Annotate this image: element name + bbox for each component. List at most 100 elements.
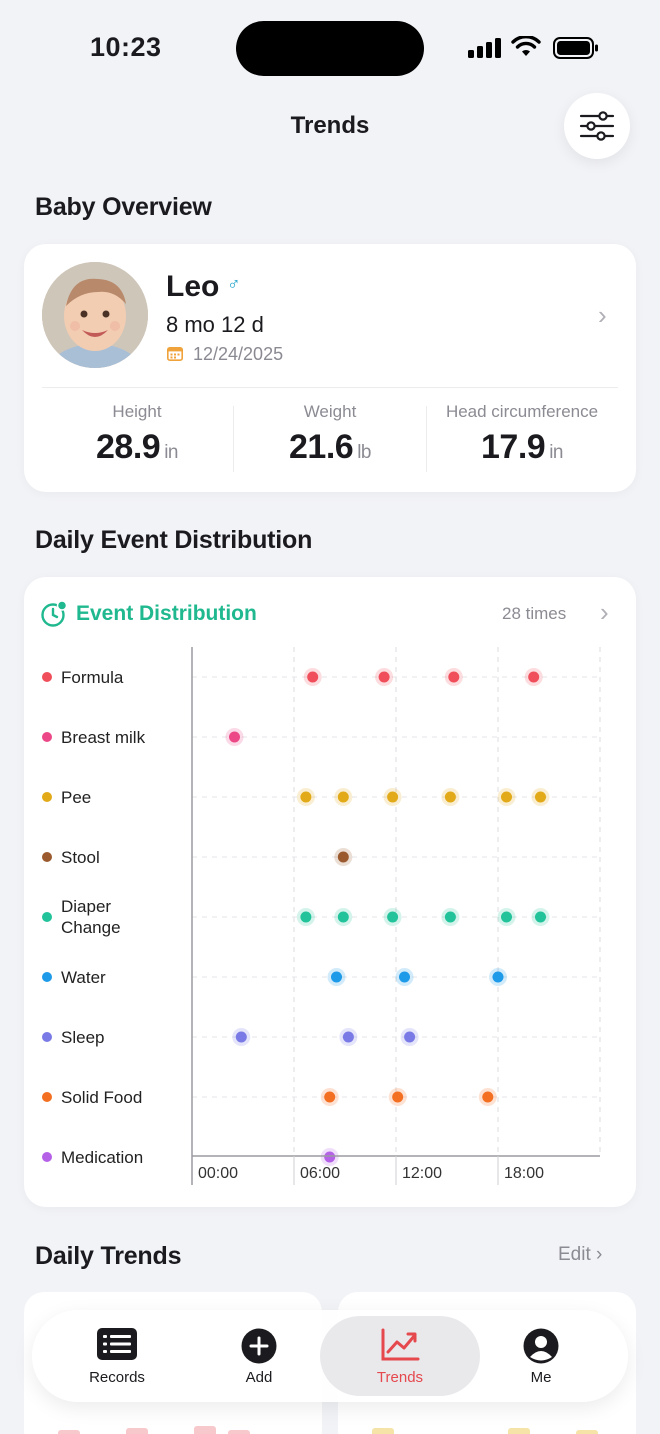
metric-value: 28.9 bbox=[96, 428, 161, 466]
trend-bars bbox=[58, 1410, 288, 1434]
series-label: Pee bbox=[61, 787, 92, 807]
metric-head-circumference: Head circumference 17.9 in bbox=[426, 402, 618, 467]
legend-dot bbox=[42, 1152, 52, 1162]
legend-dot bbox=[42, 1032, 52, 1042]
calendar-icon bbox=[167, 346, 183, 361]
event-point[interactable] bbox=[528, 671, 540, 683]
active-tab-highlight bbox=[320, 1316, 480, 1396]
chevron-right-icon: › bbox=[598, 300, 607, 330]
legend-dot bbox=[42, 672, 52, 682]
status-time: 10:23 bbox=[90, 32, 162, 62]
x-tick-label: 12:00 bbox=[402, 1165, 443, 1182]
status-bar: 10:23 bbox=[0, 0, 660, 96]
divider bbox=[42, 387, 618, 388]
event-point[interactable] bbox=[337, 791, 349, 803]
series-label: Diaper Change bbox=[61, 897, 121, 937]
cellular-signal-icon bbox=[468, 38, 502, 58]
baby-age: 8 mo 12 d bbox=[166, 312, 264, 337]
event-point[interactable] bbox=[492, 971, 504, 983]
battery-icon bbox=[553, 37, 598, 59]
baby-overview-card[interactable]: Leo ♂ 8 mo 12 d 12/24/2025 › Height 28.9… bbox=[24, 244, 636, 492]
tab-bar: Records Add Trends Me bbox=[32, 1310, 628, 1402]
distribution-chart bbox=[191, 647, 601, 1185]
metric-label: Weight bbox=[303, 402, 357, 421]
event-point[interactable] bbox=[535, 911, 546, 923]
event-point[interactable] bbox=[324, 1091, 336, 1103]
event-point[interactable] bbox=[448, 671, 460, 683]
event-point[interactable] bbox=[482, 1091, 494, 1103]
person-icon bbox=[523, 1328, 559, 1364]
divider bbox=[426, 406, 427, 472]
trend-bars bbox=[372, 1410, 602, 1434]
metric-value: 21.6 bbox=[289, 428, 354, 466]
event-point[interactable] bbox=[337, 911, 349, 923]
event-point[interactable] bbox=[378, 671, 390, 683]
event-point[interactable] bbox=[399, 971, 410, 983]
distribution-section-title: Daily Event Distribution bbox=[35, 526, 313, 554]
event-point[interactable] bbox=[331, 971, 342, 983]
tab-trends[interactable]: Trends bbox=[320, 1310, 480, 1402]
series-label: Medication bbox=[61, 1147, 144, 1167]
event-point[interactable] bbox=[300, 911, 312, 923]
edit-label: Edit bbox=[558, 1244, 591, 1265]
metric-height: Height 28.9 in bbox=[41, 402, 233, 467]
legend-dot bbox=[42, 912, 52, 922]
tab-add[interactable]: Add bbox=[189, 1310, 329, 1402]
distribution-card-title: Event Distribution bbox=[76, 602, 257, 625]
metric-weight: Weight 21.6 lb bbox=[234, 402, 426, 467]
tab-label: Records bbox=[89, 1369, 145, 1386]
male-gender-icon: ♂ bbox=[227, 274, 241, 294]
event-point[interactable] bbox=[307, 671, 319, 683]
series-label: Formula bbox=[61, 667, 124, 687]
overview-section-title: Baby Overview bbox=[35, 193, 212, 221]
trend-chart-icon bbox=[381, 1328, 420, 1361]
event-point[interactable] bbox=[444, 791, 456, 803]
legend-dot bbox=[42, 792, 52, 802]
event-point[interactable] bbox=[229, 731, 240, 743]
series-label: Breast milk bbox=[61, 727, 146, 747]
event-point[interactable] bbox=[387, 911, 399, 923]
event-point[interactable] bbox=[501, 791, 512, 803]
legend-dot bbox=[42, 972, 52, 982]
avatar bbox=[42, 262, 148, 368]
legend-dot bbox=[42, 732, 52, 742]
event-distribution-card[interactable]: Event Distribution 28 times › Formula Bre… bbox=[24, 577, 636, 1207]
trends-section-title: Daily Trends bbox=[35, 1242, 182, 1270]
baby-name: Leo bbox=[166, 270, 220, 303]
metric-unit: in bbox=[549, 442, 563, 463]
event-point[interactable] bbox=[444, 911, 456, 923]
divider bbox=[233, 406, 234, 472]
edit-trends-link[interactable]: Edit › bbox=[558, 1244, 603, 1265]
baby-birth-date: 12/24/2025 bbox=[193, 344, 284, 364]
series-label: Sleep bbox=[61, 1027, 105, 1047]
tab-records[interactable]: Records bbox=[47, 1310, 187, 1402]
dynamic-island bbox=[236, 21, 424, 76]
event-point[interactable] bbox=[300, 791, 312, 803]
tab-label: Trends bbox=[376, 1369, 424, 1386]
event-point[interactable] bbox=[501, 911, 512, 923]
legend-dot bbox=[42, 1092, 52, 1102]
legend-dot bbox=[42, 852, 52, 862]
event-point[interactable] bbox=[342, 1031, 354, 1043]
event-point[interactable] bbox=[235, 1031, 247, 1043]
metric-value: 17.9 bbox=[481, 428, 546, 466]
filter-button[interactable] bbox=[564, 93, 630, 159]
series-label: Water bbox=[61, 967, 106, 987]
event-point[interactable] bbox=[324, 1151, 336, 1163]
metric-label: Height bbox=[112, 402, 162, 421]
event-point[interactable] bbox=[387, 791, 399, 803]
metric-unit: in bbox=[164, 442, 178, 463]
event-count: 28 times bbox=[502, 604, 567, 623]
metric-unit: lb bbox=[357, 442, 371, 463]
event-point[interactable] bbox=[404, 1031, 416, 1043]
plus-circle-icon bbox=[241, 1328, 277, 1364]
tab-label: Me bbox=[530, 1369, 552, 1386]
tab-label: Add bbox=[245, 1369, 273, 1386]
list-icon bbox=[97, 1328, 137, 1360]
x-tick-label: 18:00 bbox=[504, 1165, 545, 1182]
event-point[interactable] bbox=[392, 1091, 404, 1103]
tab-me[interactable]: Me bbox=[471, 1310, 611, 1402]
event-point[interactable] bbox=[535, 791, 546, 803]
metric-label: Head circumference bbox=[445, 402, 599, 421]
event-point[interactable] bbox=[337, 851, 349, 863]
